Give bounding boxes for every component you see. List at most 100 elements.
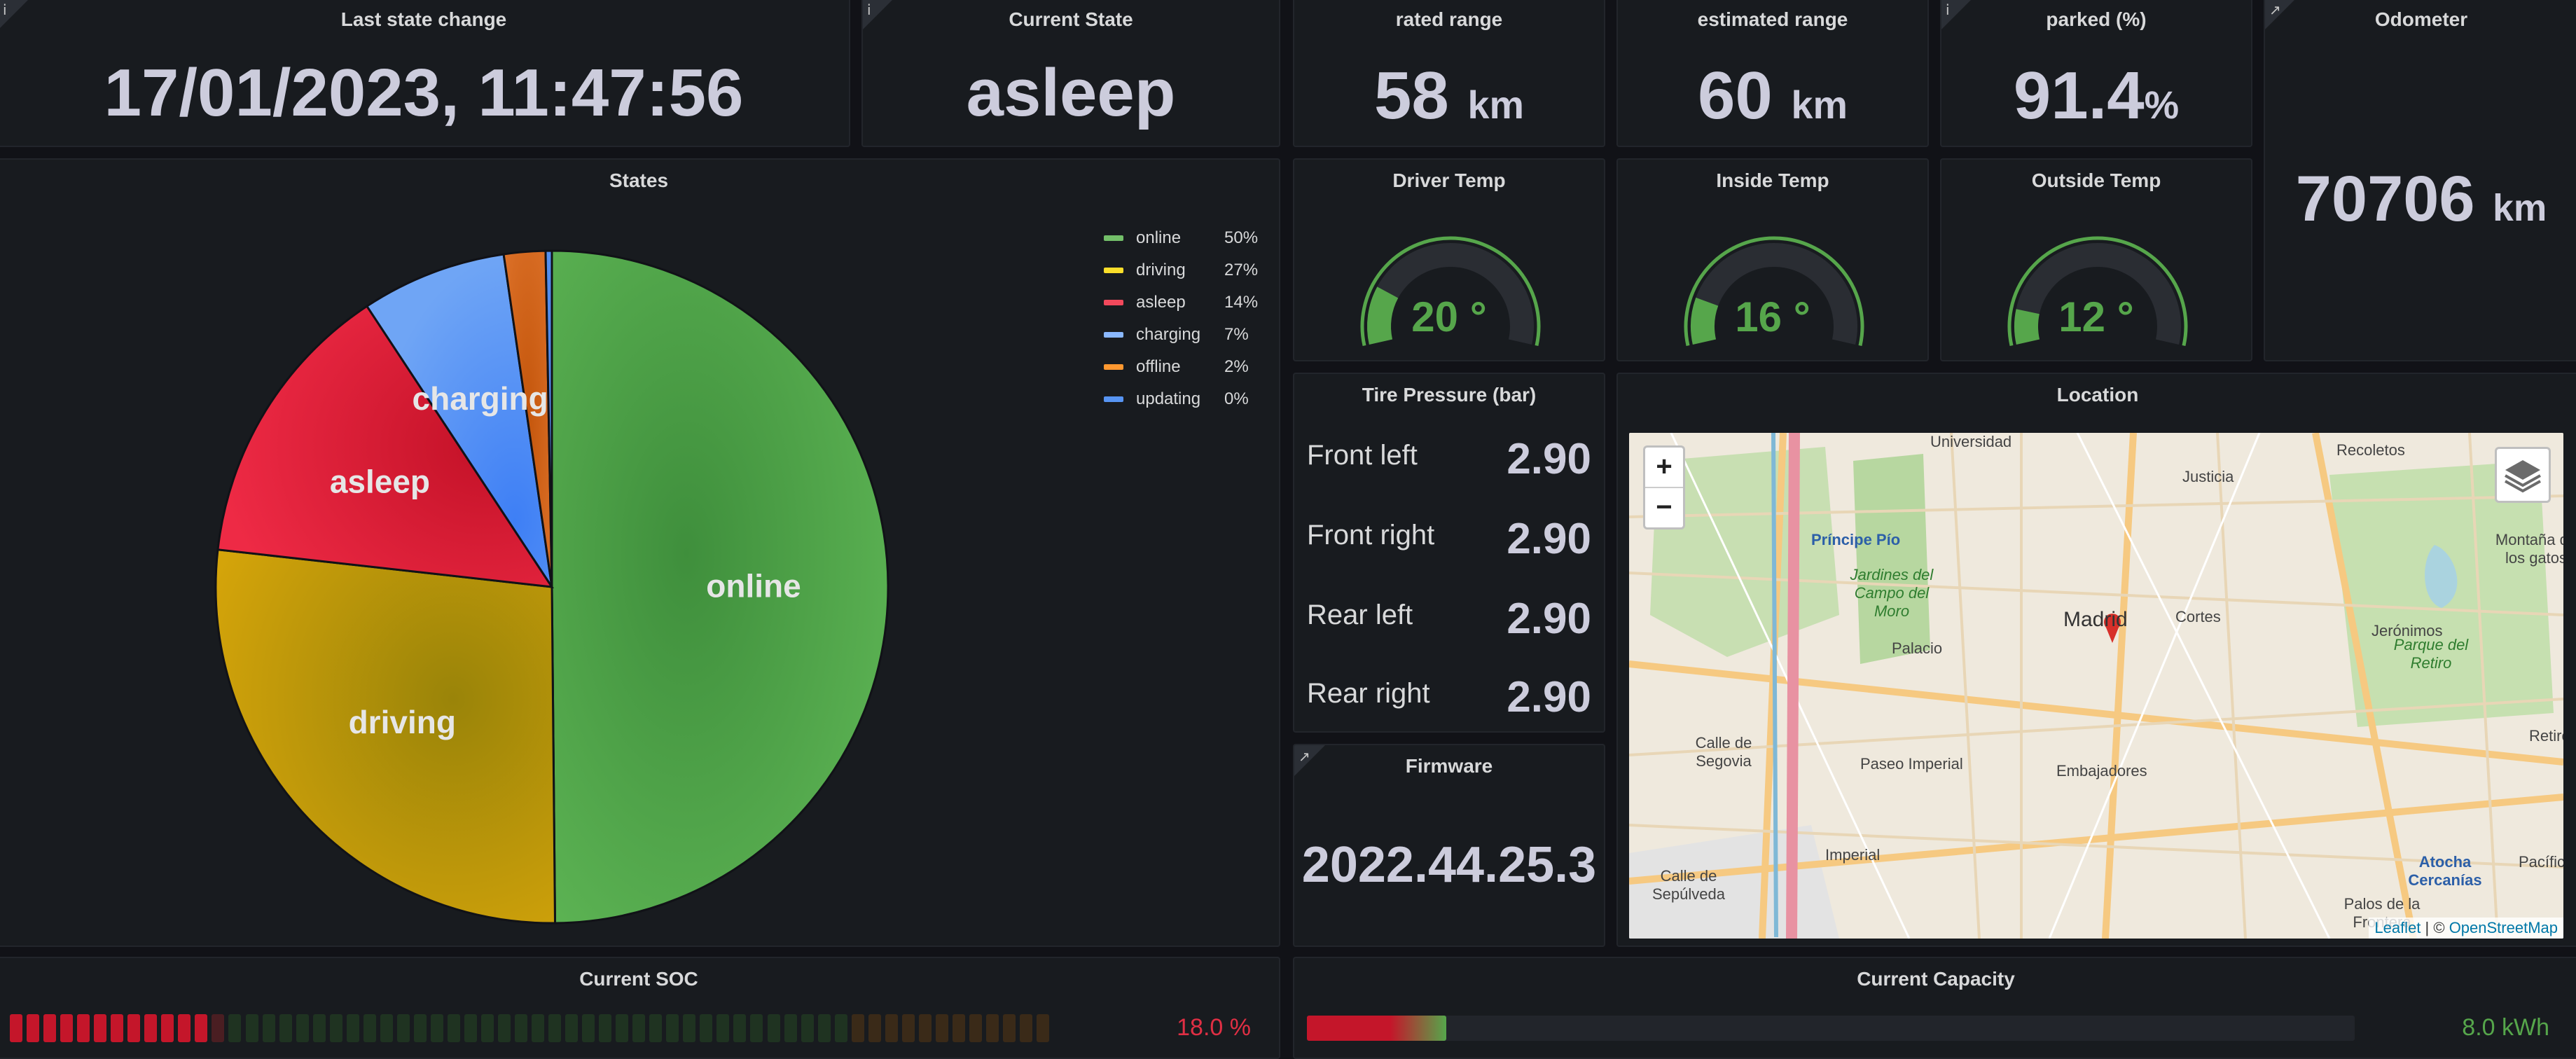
soc-cell bbox=[532, 1014, 544, 1042]
legend-name: offline bbox=[1136, 357, 1181, 376]
soc-cell bbox=[413, 1014, 427, 1042]
pie-slice-driving[interactable] bbox=[214, 548, 557, 925]
panel-outside-temp: Outside Temp 12 ° bbox=[1940, 158, 2252, 361]
legend-swatch bbox=[1104, 300, 1123, 305]
tire-row-front-left: Front left 2.90 bbox=[1307, 429, 1591, 485]
soc-cell bbox=[346, 1014, 359, 1042]
panel-odometer: ↗ Odometer 70706 km bbox=[2264, 0, 2576, 361]
pie-slice-updating[interactable] bbox=[544, 249, 553, 588]
soc-cell bbox=[666, 1014, 679, 1042]
soc-cell bbox=[380, 1014, 393, 1042]
openstreetmap-link[interactable]: OpenStreetMap bbox=[2449, 919, 2558, 936]
info-icon[interactable]: i bbox=[1946, 1, 1950, 18]
legend-item-offline[interactable]: offline 2% bbox=[1095, 353, 1268, 385]
soc-cell bbox=[985, 1014, 999, 1042]
panel-title: estimated range bbox=[1697, 8, 1848, 30]
soc-cell bbox=[582, 1014, 595, 1042]
panel-title: Outside Temp bbox=[2031, 169, 2161, 191]
soc-cell bbox=[1037, 1014, 1049, 1042]
panel-last-state-change: i Last state change 17/01/2023, 11:47:56 bbox=[0, 0, 850, 147]
pie-slice-online[interactable] bbox=[550, 249, 889, 925]
external-link-icon[interactable]: ↗ bbox=[1299, 748, 1310, 765]
soc-cell bbox=[27, 1014, 39, 1042]
pie-slice-asleep[interactable] bbox=[216, 305, 555, 588]
panel-title: Current SOC bbox=[579, 968, 698, 990]
soc-cell bbox=[296, 1014, 309, 1042]
soc-cell bbox=[616, 1014, 629, 1042]
map-label: Montaña de los gatos bbox=[2495, 531, 2563, 567]
gauge-threshold-arc bbox=[1360, 236, 1541, 347]
soc-cell bbox=[1019, 1014, 1032, 1042]
legend-name: charging bbox=[1136, 325, 1201, 344]
legend-swatch bbox=[1104, 364, 1123, 370]
legend-swatch bbox=[1104, 332, 1123, 338]
soc-cell bbox=[161, 1014, 174, 1042]
soc-cell bbox=[430, 1014, 443, 1042]
tire-label: Front right bbox=[1307, 520, 1435, 551]
map-label: Recoletos bbox=[2336, 441, 2405, 459]
odometer-value: 70706 km bbox=[2265, 162, 2576, 236]
outside-temp-value: 12 ° bbox=[2058, 293, 2134, 340]
soc-cell bbox=[111, 1014, 124, 1042]
soc-cell bbox=[868, 1014, 881, 1042]
legend-percent: 27% bbox=[1224, 261, 1259, 279]
legend-item-charging[interactable]: charging 7% bbox=[1095, 321, 1268, 353]
legend-item-online[interactable]: online 50% bbox=[1095, 224, 1268, 256]
map-attribution: Leaflet | © OpenStreetMap bbox=[2369, 918, 2563, 939]
map-label: Parque del Retiro bbox=[2393, 636, 2469, 672]
zoom-out-button[interactable]: − bbox=[1645, 487, 1683, 527]
gauge-fill bbox=[1367, 286, 1399, 345]
pie-label-asleep: asleep bbox=[330, 464, 430, 500]
map-label: Calle de Sepúlveda bbox=[1652, 867, 1725, 903]
legend-name: updating bbox=[1136, 389, 1201, 408]
map-label: Atocha Cercanías bbox=[2408, 853, 2482, 889]
soc-cell bbox=[447, 1014, 460, 1042]
soc-cell bbox=[396, 1014, 410, 1042]
external-link-icon[interactable]: ↗ bbox=[2269, 1, 2281, 18]
legend-item-driving[interactable]: driving 27% bbox=[1095, 256, 1268, 289]
pie-slice-charging[interactable] bbox=[365, 253, 553, 588]
panel-title: Inside Temp bbox=[1716, 169, 1829, 191]
outside-temp-gauge bbox=[2007, 236, 2188, 347]
panel-states: States online driving asleep charging onlin… bbox=[0, 158, 1280, 947]
tire-label: Rear right bbox=[1307, 678, 1430, 709]
panel-title: Current State bbox=[1009, 8, 1133, 30]
panel-rated-range: rated range 58 km bbox=[1293, 0, 1605, 147]
soc-cell bbox=[918, 1014, 932, 1042]
gauge-fill bbox=[1691, 297, 1719, 345]
firmware-value: 2022.44.25.3 bbox=[1301, 837, 1597, 893]
tire-value: 2.90 bbox=[1507, 435, 1591, 483]
tire-value: 2.90 bbox=[1507, 515, 1591, 563]
panel-location: Location bbox=[1616, 373, 2576, 947]
soc-cell bbox=[94, 1014, 107, 1042]
rated-range-number: 58 bbox=[1374, 58, 1449, 133]
panel-tire-pressure: Tire Pressure (bar) Front left 2.90 Fron… bbox=[1293, 373, 1605, 733]
map-label: Imperial bbox=[1825, 846, 1881, 864]
leaflet-link[interactable]: Leaflet bbox=[2374, 919, 2421, 936]
tire-label: Front left bbox=[1307, 440, 1418, 471]
parked-unit: % bbox=[2144, 83, 2180, 127]
soc-cell bbox=[683, 1014, 696, 1042]
info-icon[interactable]: i bbox=[867, 1, 871, 18]
tire-row-rear-left: Rear left 2.90 bbox=[1307, 588, 1591, 644]
soc-cell bbox=[262, 1014, 275, 1042]
map-layers-button[interactable] bbox=[2495, 447, 2551, 503]
legend-item-updating[interactable]: updating 0% bbox=[1095, 385, 1268, 417]
soc-cell bbox=[245, 1014, 258, 1042]
panel-title: Location bbox=[2056, 384, 2139, 406]
panel-current-state: i Current State asleep bbox=[861, 0, 1280, 147]
soc-cell bbox=[548, 1014, 561, 1042]
soc-bar-gauge bbox=[10, 1014, 1053, 1042]
map-zoom-control: + − bbox=[1643, 445, 1685, 530]
map-label: Madrid bbox=[2063, 608, 2128, 631]
soc-cell bbox=[700, 1014, 713, 1042]
info-icon[interactable]: i bbox=[3, 1, 7, 18]
location-map[interactable]: Madrid Palacio Cortes Embajadores Imperial Re… bbox=[1629, 433, 2563, 939]
capacity-value: 8.0 kWh bbox=[2462, 1014, 2549, 1041]
soc-cell bbox=[312, 1014, 326, 1042]
soc-cell bbox=[464, 1014, 477, 1042]
map-tiles[interactable] bbox=[1629, 433, 2563, 939]
zoom-in-button[interactable]: + bbox=[1656, 451, 1673, 482]
gauge-track bbox=[2014, 243, 2181, 345]
legend-item-asleep[interactable]: asleep 14% bbox=[1095, 289, 1268, 321]
